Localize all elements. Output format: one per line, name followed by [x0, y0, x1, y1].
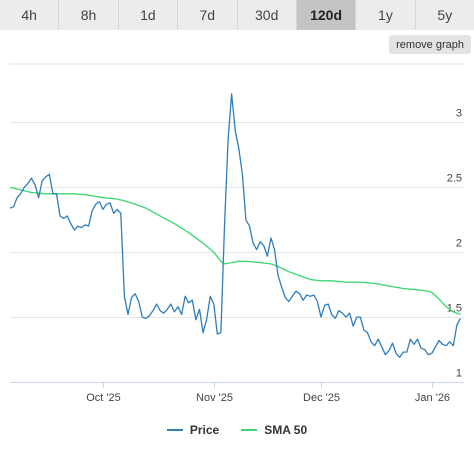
tab-120d[interactable]: 120d: [296, 0, 357, 30]
tab-1d[interactable]: 1d: [118, 0, 179, 30]
price-line: [9, 93, 461, 358]
legend-item-price[interactable]: Price: [166, 423, 220, 437]
tab-4h[interactable]: 4h: [0, 0, 60, 30]
tab-30d[interactable]: 30d: [237, 0, 297, 30]
y-axis-labels: 1 1.5 2 2.5 3: [447, 108, 462, 380]
sma-50-line: [9, 186, 461, 316]
x-axis-labels: Oct '25 Nov '25 Dec '25 Jan '26: [86, 382, 450, 404]
legend-swatch-sma: [241, 429, 258, 431]
gridlines: [10, 63, 464, 383]
tab-8h[interactable]: 8h: [59, 0, 119, 30]
legend-label-sma: SMA 50: [264, 423, 308, 437]
chart-legend: Price SMA 50: [0, 420, 474, 440]
y-tick-label: 1: [456, 368, 462, 380]
y-tick-label: 3: [456, 108, 462, 120]
tab-7d[interactable]: 7d: [178, 0, 238, 30]
y-tick-label: 1.5: [447, 303, 462, 315]
x-tick-label: Oct '25: [86, 392, 121, 404]
timeframe-tabs: 4h 8h 1d 7d 30d 120d 1y 5y: [0, 0, 474, 30]
y-tick-label: 2: [456, 238, 462, 250]
series-lines: [9, 93, 461, 358]
remove-graph-button[interactable]: remove graph: [389, 35, 471, 54]
x-tick-label: Nov '25: [196, 392, 233, 404]
y-tick-label: 2.5: [447, 173, 462, 185]
x-tick-label: Jan '26: [415, 392, 450, 404]
x-tick-label: Dec '25: [303, 392, 340, 404]
legend-item-sma[interactable]: SMA 50: [241, 423, 307, 437]
tab-5y[interactable]: 5y: [415, 0, 474, 30]
legend-swatch-price: [166, 429, 183, 431]
price-chart: 1 1.5 2 2.5 3 Oct '25 Nov '25 Dec '25 Jan '26: [9, 63, 464, 404]
tab-1y[interactable]: 1y: [356, 0, 416, 30]
legend-label-price: Price: [189, 423, 220, 437]
